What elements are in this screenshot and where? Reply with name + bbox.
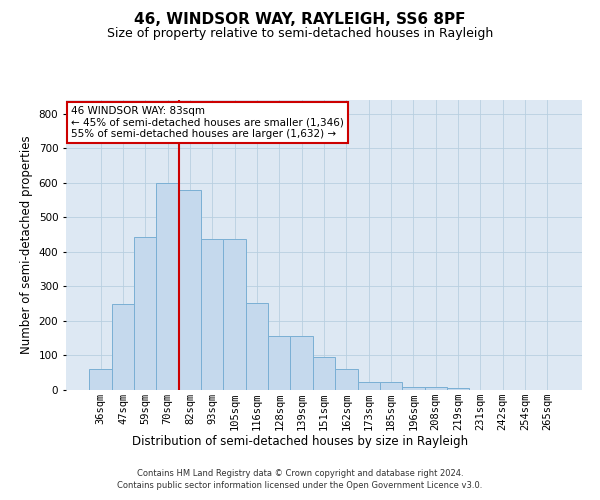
Bar — [402, 386, 425, 390]
Bar — [358, 382, 380, 390]
Bar — [112, 304, 134, 390]
Bar — [335, 370, 358, 390]
Bar — [179, 190, 201, 390]
Bar — [201, 239, 223, 390]
Text: Distribution of semi-detached houses by size in Rayleigh: Distribution of semi-detached houses by … — [132, 435, 468, 448]
Text: 46, WINDSOR WAY, RAYLEIGH, SS6 8PF: 46, WINDSOR WAY, RAYLEIGH, SS6 8PF — [134, 12, 466, 28]
Bar — [89, 370, 112, 390]
Y-axis label: Number of semi-detached properties: Number of semi-detached properties — [20, 136, 33, 354]
Text: Size of property relative to semi-detached houses in Rayleigh: Size of property relative to semi-detach… — [107, 28, 493, 40]
Bar — [447, 388, 469, 390]
Text: 46 WINDSOR WAY: 83sqm
← 45% of semi-detached houses are smaller (1,346)
55% of s: 46 WINDSOR WAY: 83sqm ← 45% of semi-deta… — [71, 106, 344, 139]
Text: Contains public sector information licensed under the Open Government Licence v3: Contains public sector information licen… — [118, 481, 482, 490]
Text: Contains HM Land Registry data © Crown copyright and database right 2024.: Contains HM Land Registry data © Crown c… — [137, 468, 463, 477]
Bar — [380, 382, 402, 390]
Bar — [223, 239, 246, 390]
Bar — [268, 336, 290, 390]
Bar — [313, 356, 335, 390]
Bar — [246, 303, 268, 390]
Bar — [290, 336, 313, 390]
Bar — [157, 183, 179, 390]
Bar — [134, 237, 157, 390]
Bar — [425, 386, 447, 390]
